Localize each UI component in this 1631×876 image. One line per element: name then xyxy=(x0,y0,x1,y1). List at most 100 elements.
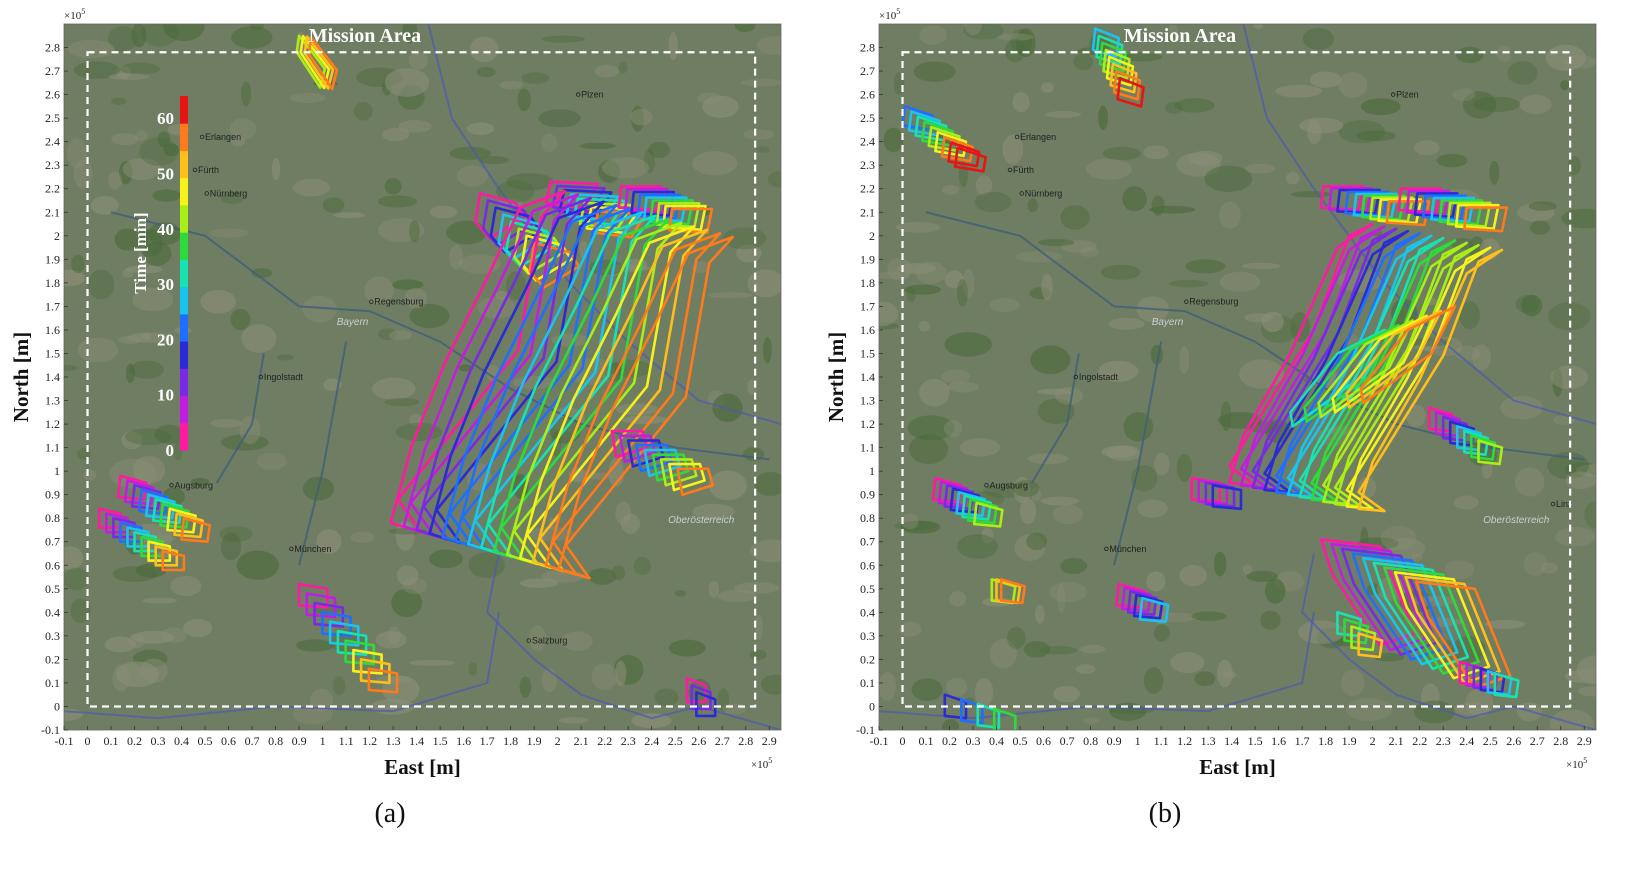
mission-area-box xyxy=(901,51,1572,708)
terrain-patch xyxy=(378,218,425,243)
terrain-patch xyxy=(316,529,342,554)
storm-contour xyxy=(297,582,329,609)
terrain-patch xyxy=(944,270,964,289)
terrain-patch xyxy=(398,119,432,133)
terrain-patch xyxy=(1123,412,1154,442)
terrain-patch xyxy=(919,378,950,407)
terrain-patch xyxy=(241,324,277,353)
colorbar-segment xyxy=(180,150,188,179)
terrain-patch xyxy=(943,420,963,438)
terrain-patch xyxy=(236,550,280,580)
terrain-patch xyxy=(591,663,618,691)
terrain-patch xyxy=(707,292,754,299)
terrain-patch xyxy=(1515,295,1539,313)
y-axis-label: North [m] xyxy=(9,332,33,422)
mission-area-title: Mission Area xyxy=(1124,25,1236,47)
x-tick-label: 2.6 xyxy=(1506,734,1521,748)
terrain-patch xyxy=(674,590,687,597)
x-tick-label: 2.5 xyxy=(668,734,683,748)
x-tick-label: 1.1 xyxy=(339,734,354,748)
terrain-patch xyxy=(957,534,999,559)
terrain-patch xyxy=(1168,24,1179,36)
terrain-patch xyxy=(1006,626,1026,649)
terrain-patch xyxy=(756,36,781,55)
y-tick-label: 1.5 xyxy=(45,346,60,360)
terrain-patch xyxy=(154,424,184,444)
y-tick-label: 2.3 xyxy=(860,158,875,172)
colorbar-segment xyxy=(180,286,188,315)
storm-contour xyxy=(953,146,987,173)
terrain-patch xyxy=(163,24,205,42)
terrain-patch xyxy=(1080,644,1106,654)
terrain-patch xyxy=(136,563,167,578)
colorbar-segment xyxy=(180,313,188,342)
subfigure-label-a: (a) xyxy=(374,798,406,829)
y-tick-label: 0.3 xyxy=(45,629,60,643)
storm-contour xyxy=(1098,41,1128,73)
x-tick-label: 1.7 xyxy=(480,734,495,748)
terrain-patch xyxy=(127,332,174,343)
x-tick-label: 2 xyxy=(1370,734,1376,748)
y-tick-label: 2.2 xyxy=(45,182,60,196)
city-marker xyxy=(526,638,532,643)
terrain-patch xyxy=(1204,165,1253,192)
terrain-patch xyxy=(743,129,774,140)
terrain-patch xyxy=(1459,301,1480,330)
terrain-patch xyxy=(1040,496,1080,506)
storm-contour xyxy=(1352,192,1398,219)
terrain-patch xyxy=(643,148,655,174)
terrain-patch xyxy=(1137,499,1168,518)
terrain-patch xyxy=(322,197,345,213)
terrain-patch xyxy=(111,133,139,146)
terrain-patch xyxy=(449,146,491,160)
terrain-patch xyxy=(1168,279,1209,288)
terrain-patch xyxy=(767,171,781,188)
terrain-patch xyxy=(1456,46,1484,64)
y-tick-label: 2.2 xyxy=(860,182,875,196)
terrain-patch xyxy=(495,290,508,300)
x-tick-label: 2.8 xyxy=(1553,734,1568,748)
y-tick-label: 1.1 xyxy=(45,441,60,455)
storm-contour xyxy=(1095,34,1124,66)
terrain-patch xyxy=(350,531,375,544)
y-tick-label: 2.5 xyxy=(45,111,60,125)
terrain-patch xyxy=(1219,271,1261,292)
storm-contour xyxy=(690,683,712,711)
city-label: Fürth xyxy=(198,165,219,175)
storm-contour xyxy=(1138,596,1170,624)
storm-contour xyxy=(489,206,542,254)
y-tick-label: 0 xyxy=(869,699,875,713)
terrain-patch xyxy=(654,688,679,707)
storm-contour xyxy=(557,235,735,580)
storm-contour xyxy=(659,458,698,487)
city-marker xyxy=(369,299,374,304)
x-exponent: ×105 xyxy=(1566,756,1587,771)
terrain-patch xyxy=(630,108,653,126)
x-tick-label: 2.6 xyxy=(691,734,706,748)
terrain-patch xyxy=(1102,146,1141,161)
terrain-patch xyxy=(1575,464,1596,478)
terrain-patch xyxy=(1037,388,1073,395)
terrain-patch xyxy=(631,105,644,132)
terrain-patch xyxy=(377,195,417,208)
y-tick-label: 0.8 xyxy=(860,511,875,525)
terrain-patch xyxy=(333,676,346,696)
terrain-patch xyxy=(1584,501,1596,529)
terrain-patch xyxy=(1220,401,1232,431)
storm-contour xyxy=(967,498,998,525)
storm-contour xyxy=(154,545,179,567)
terrain-patch xyxy=(402,24,418,44)
y-tick-label: 0.9 xyxy=(45,488,60,502)
x-tick-label: 1.3 xyxy=(1201,734,1216,748)
storm-contour xyxy=(1405,189,1451,216)
storm-contour xyxy=(1116,76,1145,108)
storm-contour xyxy=(531,228,709,573)
terrain-patch xyxy=(73,159,93,189)
storm-contour xyxy=(1132,593,1164,620)
terrain-patch xyxy=(1444,560,1475,579)
terrain-patch xyxy=(90,195,119,215)
storm-contour xyxy=(428,200,605,545)
x-tick-label: 0.7 xyxy=(1060,734,1075,748)
terrain-patch xyxy=(1100,264,1141,280)
storm-contour xyxy=(642,196,688,223)
